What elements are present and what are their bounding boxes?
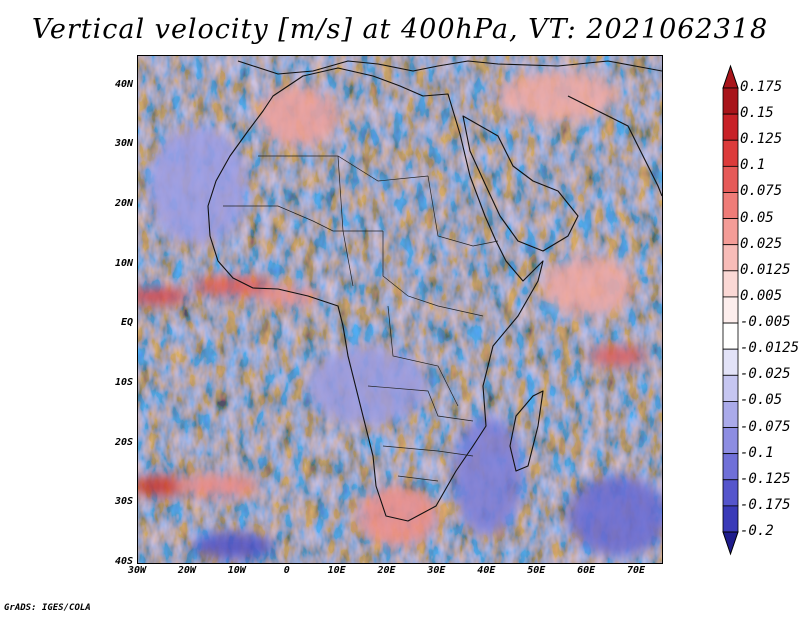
lat-tick-label: 40S <box>114 556 133 567</box>
chart-title: Vertical velocity [m/s] at 400hPa, VT: 2… <box>31 14 769 45</box>
colorbar-level-label: 0.005 <box>740 287 783 304</box>
colorbar-swatch <box>722 401 739 428</box>
colorbar-swatch <box>722 296 739 324</box>
lon-tick-label: 40E <box>477 565 496 576</box>
grads-credit: GrADS: IGES/COLA <box>4 603 91 613</box>
lon-tick-label: 70E <box>627 565 646 576</box>
colorbar-swatch <box>722 348 739 376</box>
colorbar-swatch <box>722 139 739 167</box>
lon-tick-label: 20W <box>177 565 196 576</box>
colorbar-swatch <box>722 192 739 219</box>
colorbar-level-label: 0.1 <box>740 157 766 174</box>
colorbar-level-label: -0.05 <box>740 392 783 409</box>
lon-tick-label: 10E <box>327 565 346 576</box>
colorbar-level-label: 0.025 <box>740 235 783 252</box>
lon-tick-label: 20E <box>377 565 396 576</box>
madagascar-coastline <box>509 390 544 472</box>
colorbar-level-label: -0.175 <box>740 496 791 513</box>
colorbar-swatch <box>722 505 739 533</box>
colorbar-level-label: -0.1 <box>740 444 774 461</box>
country-border <box>387 305 459 407</box>
colorbar-swatch <box>722 165 739 193</box>
colorbar-swatch <box>722 218 739 246</box>
country-border <box>258 155 429 182</box>
colorbar-level-label: 0.125 <box>740 131 783 148</box>
colorbar-bottom-arrow <box>722 531 739 556</box>
africa-coastline <box>207 67 544 522</box>
colorbar-level-label: 0.075 <box>740 183 783 200</box>
lat-tick-label: 10S <box>114 377 133 389</box>
colorbar-level-label: 0.175 <box>740 79 783 95</box>
country-border <box>367 385 474 422</box>
lat-tick-label: 20N <box>114 198 133 210</box>
colorbar-level-label: -0.075 <box>740 418 791 435</box>
colorbar-top-arrow <box>722 64 739 89</box>
colorbar-swatch <box>722 374 739 402</box>
velocity-field-map <box>138 56 662 563</box>
lat-tick-label: 30S <box>114 496 133 508</box>
lat-tick-label: 40N <box>114 78 133 90</box>
lon-tick-label: 50E <box>527 565 546 576</box>
country-border <box>382 231 484 317</box>
asia-coastline <box>567 95 662 197</box>
colorbar-level-label: 0.0125 <box>740 261 791 278</box>
colorbar-swatch <box>722 87 739 115</box>
colorbar-level-label: 0.05 <box>740 209 774 226</box>
colorbar-level-label: -0.2 <box>740 523 774 539</box>
lat-tick-label: EQ <box>120 317 133 329</box>
arabia-coastline <box>462 115 579 252</box>
lon-tick-label: 10W <box>227 565 246 576</box>
map-panel <box>137 55 663 564</box>
country-border <box>397 475 439 482</box>
lat-tick-label: 10N <box>114 257 133 269</box>
lon-tick-label: 0 <box>283 565 290 576</box>
lon-tick-label: 30E <box>427 565 446 576</box>
colorbar-level-label: -0.0125 <box>740 340 800 357</box>
colorbar-level-label: -0.005 <box>740 314 791 331</box>
country-border <box>427 175 499 247</box>
lon-tick-label: 60E <box>577 565 596 576</box>
colorbar-swatch <box>722 270 739 298</box>
colorbar-swatch <box>722 453 739 481</box>
europe-coastline <box>237 60 662 75</box>
colorbar-swatch <box>722 479 739 507</box>
colorbar-level-label: -0.125 <box>740 470 791 487</box>
country-border <box>382 445 474 457</box>
colorbar-swatch <box>722 322 739 350</box>
colorbar-swatch <box>722 244 739 272</box>
colorbar-level-label: -0.025 <box>740 366 791 383</box>
colorbar-swatch <box>722 427 739 455</box>
lon-tick-label: 30W <box>127 565 147 576</box>
colorbar-swatch <box>722 113 739 141</box>
country-border <box>337 155 354 287</box>
lat-tick-label: 20S <box>114 436 133 448</box>
lat-tick-label: 30N <box>114 138 133 150</box>
country-border <box>223 205 383 232</box>
colorbar-level-label: 0.15 <box>740 105 774 122</box>
